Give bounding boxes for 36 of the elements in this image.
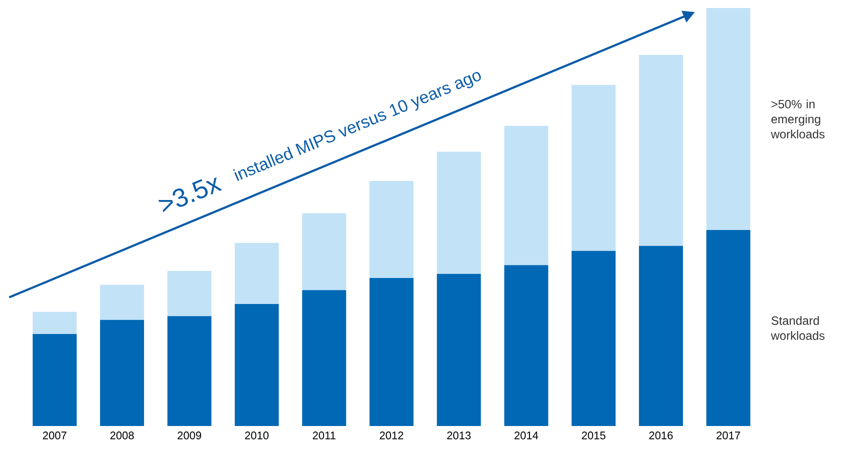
- bar: [436, 152, 481, 274]
- bar: [572, 250, 616, 426]
- bar: [32, 312, 77, 334]
- bar: [436, 274, 481, 426]
- bar: [504, 126, 548, 266]
- bar: [504, 265, 548, 426]
- bar: [100, 284, 144, 320]
- bar: [234, 242, 279, 304]
- x-tick-label: 2017: [716, 432, 740, 440]
- bar: [572, 84, 616, 251]
- bar: [100, 320, 144, 426]
- x-tick-label: 2016: [649, 432, 673, 440]
- x-tick-label: 2013: [447, 432, 471, 440]
- bar: [706, 230, 750, 426]
- bar: [167, 270, 212, 316]
- bar: [167, 316, 212, 426]
- bar: [32, 334, 77, 426]
- x-tick-label: 2010: [245, 432, 269, 440]
- bar: [234, 304, 279, 426]
- x-tick-label: 2007: [43, 432, 66, 440]
- x-tick-label: 2012: [380, 432, 404, 440]
- bar: [638, 54, 683, 246]
- bar: [370, 181, 414, 278]
- x-tick-label: 2009: [178, 432, 202, 440]
- x-tick-label: 2011: [312, 432, 336, 440]
- series-label: >50% in emerging workloads: [770, 100, 825, 138]
- bar: [706, 8, 750, 230]
- bar: [370, 278, 414, 426]
- series-label: Standard workloads: [770, 316, 825, 340]
- x-tick-label: 2014: [514, 432, 538, 440]
- x-tick-label: 2015: [582, 432, 606, 440]
- x-tick-label: 2008: [110, 432, 134, 440]
- annotation: >3.5x: [158, 177, 222, 212]
- bar: [302, 290, 346, 426]
- bar: [638, 246, 683, 426]
- bar: [302, 213, 346, 290]
